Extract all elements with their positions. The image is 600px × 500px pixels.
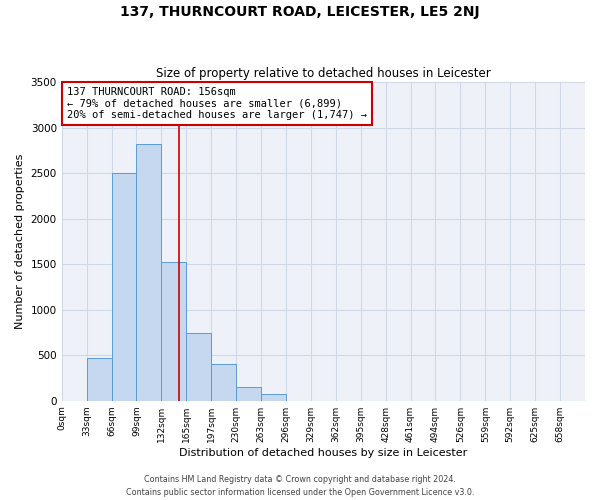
Text: Contains HM Land Registry data © Crown copyright and database right 2024.
Contai: Contains HM Land Registry data © Crown c… <box>126 476 474 497</box>
X-axis label: Distribution of detached houses by size in Leicester: Distribution of detached houses by size … <box>179 448 467 458</box>
Bar <box>161 262 186 400</box>
Text: 137, THURNCOURT ROAD, LEICESTER, LE5 2NJ: 137, THURNCOURT ROAD, LEICESTER, LE5 2NJ <box>120 5 480 19</box>
Bar <box>211 364 236 400</box>
Bar <box>261 394 286 400</box>
Y-axis label: Number of detached properties: Number of detached properties <box>15 154 25 329</box>
Bar <box>236 386 261 400</box>
Title: Size of property relative to detached houses in Leicester: Size of property relative to detached ho… <box>156 66 491 80</box>
Bar <box>86 358 112 401</box>
Bar <box>186 334 211 400</box>
Bar <box>136 144 161 401</box>
Bar <box>112 173 136 400</box>
Text: 137 THURNCOURT ROAD: 156sqm
← 79% of detached houses are smaller (6,899)
20% of : 137 THURNCOURT ROAD: 156sqm ← 79% of det… <box>67 87 367 120</box>
